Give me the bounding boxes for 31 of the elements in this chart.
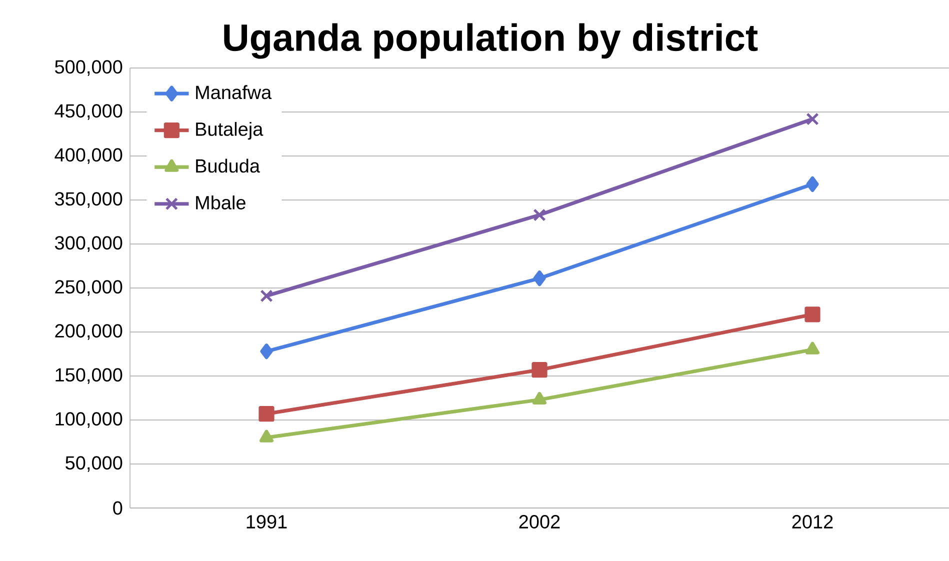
legend-label: Bududa: [196, 158, 260, 173]
x-tick-label: 1991: [246, 515, 287, 529]
y-tick-label: 250,000: [55, 280, 122, 296]
y-tick-label: 350,000: [54, 192, 122, 208]
y-tick-label: 0: [113, 501, 122, 515]
point: [806, 113, 818, 126]
point: [805, 342, 820, 354]
y-tick-label: 300,000: [54, 236, 122, 252]
y-tick-label: 500,000: [55, 60, 122, 76]
point: [260, 344, 273, 360]
point: [258, 406, 274, 422]
point: [532, 362, 548, 378]
legend-label: Butaleja: [196, 122, 264, 140]
x-tick-label: 2012: [792, 515, 833, 529]
point: [260, 430, 274, 442]
point: [533, 270, 546, 286]
y-tick-label: 400,000: [54, 148, 122, 164]
point: [533, 208, 546, 221]
x-tick-label: 2002: [519, 515, 560, 529]
y-tick-label: 50,000: [66, 456, 122, 472]
y-tick-label: 200,000: [55, 324, 122, 340]
point: [804, 306, 820, 322]
point: [260, 290, 273, 302]
legend-label: Mbale: [196, 195, 246, 210]
legend-label: Manafwa: [196, 85, 272, 100]
point: [532, 392, 546, 405]
y-tick-label: 100,000: [56, 412, 122, 428]
point: [806, 176, 819, 192]
y-tick-label: 450,000: [54, 104, 122, 120]
y-tick-label: 150,000: [56, 368, 122, 384]
chart-title: Uganda population by district: [224, 23, 758, 59]
